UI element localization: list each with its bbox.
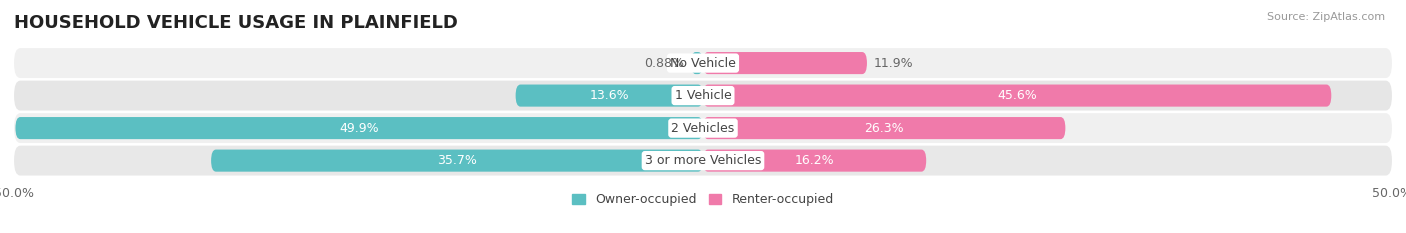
- FancyBboxPatch shape: [690, 52, 703, 74]
- FancyBboxPatch shape: [15, 117, 703, 139]
- FancyBboxPatch shape: [14, 113, 1392, 143]
- Legend: Owner-occupied, Renter-occupied: Owner-occupied, Renter-occupied: [572, 193, 834, 206]
- FancyBboxPatch shape: [14, 81, 1392, 110]
- FancyBboxPatch shape: [703, 117, 1066, 139]
- Text: 0.88%: 0.88%: [644, 57, 683, 70]
- FancyBboxPatch shape: [703, 52, 868, 74]
- Text: Source: ZipAtlas.com: Source: ZipAtlas.com: [1267, 12, 1385, 22]
- FancyBboxPatch shape: [14, 48, 1392, 78]
- Text: 35.7%: 35.7%: [437, 154, 477, 167]
- Text: 1 Vehicle: 1 Vehicle: [675, 89, 731, 102]
- FancyBboxPatch shape: [516, 85, 703, 107]
- Text: 16.2%: 16.2%: [794, 154, 834, 167]
- Text: 3 or more Vehicles: 3 or more Vehicles: [645, 154, 761, 167]
- Text: 26.3%: 26.3%: [865, 122, 904, 135]
- Text: 45.6%: 45.6%: [997, 89, 1038, 102]
- Text: 11.9%: 11.9%: [875, 57, 914, 70]
- Text: 2 Vehicles: 2 Vehicles: [672, 122, 734, 135]
- FancyBboxPatch shape: [703, 150, 927, 172]
- Text: No Vehicle: No Vehicle: [671, 57, 735, 70]
- FancyBboxPatch shape: [14, 146, 1392, 175]
- Text: 49.9%: 49.9%: [339, 122, 380, 135]
- Text: 13.6%: 13.6%: [589, 89, 628, 102]
- FancyBboxPatch shape: [211, 150, 703, 172]
- FancyBboxPatch shape: [703, 85, 1331, 107]
- Text: HOUSEHOLD VEHICLE USAGE IN PLAINFIELD: HOUSEHOLD VEHICLE USAGE IN PLAINFIELD: [14, 14, 458, 32]
